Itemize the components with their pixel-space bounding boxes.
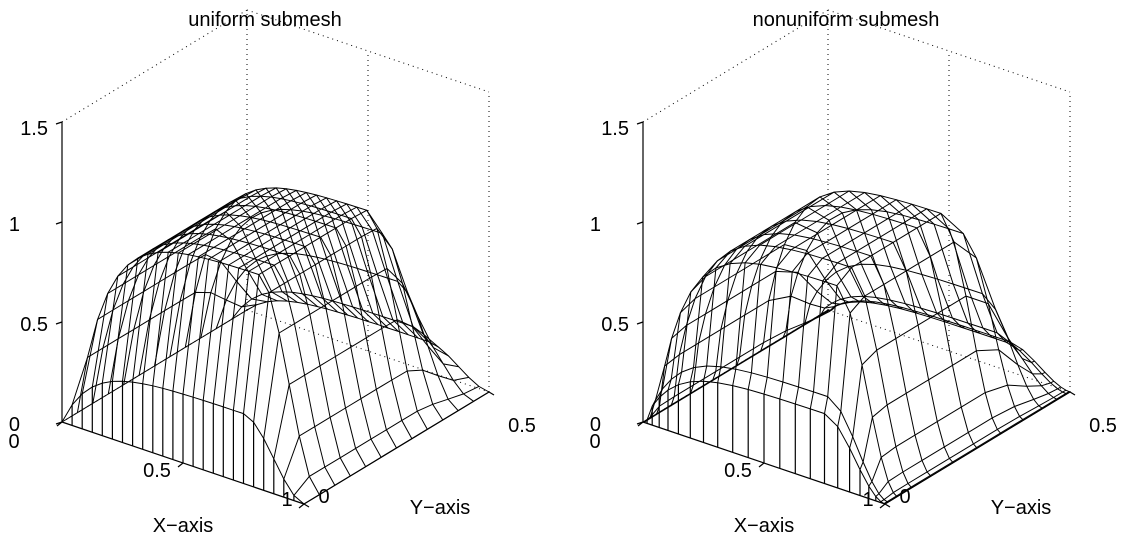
surface-grid-line xyxy=(781,209,1025,421)
surface-grid-line xyxy=(303,391,490,505)
y-tick-label: 0 xyxy=(318,486,329,508)
surface-grid-line xyxy=(849,295,1035,449)
x-tick-label: 0.5 xyxy=(143,460,171,482)
x-tick-label: 1 xyxy=(281,489,292,511)
surface-grid-line xyxy=(646,365,889,503)
surface-grid-line xyxy=(859,349,1046,470)
surface-grid-line xyxy=(667,243,854,391)
box-edge xyxy=(61,9,248,123)
x-tick-mark xyxy=(879,503,886,509)
surface-grid-line xyxy=(837,241,1023,427)
z-tick-mark xyxy=(636,321,644,325)
surface-mesh xyxy=(61,187,490,505)
x-tick-mark xyxy=(637,421,644,427)
y-tick-label: 0 xyxy=(899,486,910,508)
surface-grid-line xyxy=(162,188,349,389)
surface-grid-line xyxy=(71,291,258,406)
y-tick-mark xyxy=(884,503,891,508)
z-tick-label: 1.5 xyxy=(20,118,48,140)
z-tick-mark xyxy=(636,221,644,225)
z-tick-mark xyxy=(55,121,63,125)
x-tick-label: 1 xyxy=(862,489,873,511)
box-edge xyxy=(642,9,829,123)
surface-grid-line xyxy=(142,187,329,384)
surface-grid-line xyxy=(101,211,288,384)
surface-grid-line xyxy=(732,190,918,386)
z-tick-mark xyxy=(55,321,63,325)
surface-grid-line xyxy=(824,212,1010,414)
z-tick-label: 1 xyxy=(590,214,601,236)
surface-grid-line xyxy=(243,209,429,414)
surface-grid-line xyxy=(868,380,1055,487)
y-tick-mark xyxy=(488,391,495,396)
surface-grid-line xyxy=(689,206,876,382)
surface-grid-line xyxy=(779,199,965,400)
y-tick-label: 0.5 xyxy=(1089,415,1117,437)
surface-grid-line xyxy=(122,193,308,382)
surface-grid-line xyxy=(138,214,382,458)
surface-grid-line xyxy=(759,190,1002,434)
surface-grid-line xyxy=(212,200,399,404)
surface-grid-line xyxy=(91,228,278,388)
surface-grid-line xyxy=(747,191,934,390)
surface-grid-line xyxy=(263,267,449,439)
surface-grid-line xyxy=(200,208,444,421)
surface-grid-line xyxy=(677,221,864,385)
x-axis-label: X−axis xyxy=(153,515,214,537)
z-tick-label: 0 xyxy=(9,414,20,436)
surface-grid-line xyxy=(273,319,459,459)
surface-grid-line xyxy=(809,208,996,409)
plot-title: uniform submesh xyxy=(188,9,341,31)
y-tick-mark xyxy=(1069,391,1076,396)
y-axis-label: Y−axis xyxy=(991,497,1052,519)
x-tick-mark xyxy=(177,462,184,468)
surface-grid-line xyxy=(111,199,298,382)
surface-grid-line xyxy=(293,385,480,496)
z-tick-label: 1.5 xyxy=(601,118,629,140)
surface-grid-line xyxy=(642,309,829,423)
z-tick-mark xyxy=(636,121,644,125)
x-tick-mark xyxy=(56,421,63,427)
surface-grid-line xyxy=(182,191,369,395)
plot-title: nonuniform submesh xyxy=(753,9,940,31)
surface-grid-line xyxy=(152,187,339,386)
z-tick-label: 1 xyxy=(9,214,20,236)
surface-plot-uniform: uniform submesh 0 0.5 1 1.5 0 0.5 1 0 0.… xyxy=(8,9,535,537)
x-tick-label: 0.5 xyxy=(724,460,752,482)
z-tick-mark xyxy=(55,221,63,225)
surface-grid-line xyxy=(651,295,838,407)
surface-grid-line xyxy=(169,195,413,439)
surface-grid-line xyxy=(703,196,889,382)
y-tick-label: 0.5 xyxy=(508,415,536,437)
surface-grid-line xyxy=(717,191,903,383)
z-tick-label: 0.5 xyxy=(601,314,629,336)
x-tick-label: 0 xyxy=(589,431,600,453)
surface-grid-line xyxy=(192,194,379,398)
surface-grid-line xyxy=(794,203,981,405)
surface-grid-line xyxy=(283,369,469,480)
surface-grid-line xyxy=(172,189,359,392)
surface-grid-line xyxy=(875,386,1062,497)
surface-grid-line xyxy=(884,391,1071,505)
surface-grid-line xyxy=(132,189,318,383)
surface-grid-line xyxy=(880,389,1067,503)
surface-grid-line xyxy=(232,206,419,411)
surface-grid-line xyxy=(763,194,950,395)
surface-grid-line xyxy=(253,227,439,423)
x-axis-label: X−axis xyxy=(734,515,795,537)
z-tick-label: 0 xyxy=(590,414,601,436)
y-tick-mark xyxy=(303,503,310,508)
surface-grid-line xyxy=(658,270,845,398)
surface-grid-line xyxy=(883,391,1070,505)
x-tick-mark xyxy=(298,503,305,509)
x-tick-label: 0 xyxy=(8,431,19,453)
surface-mesh xyxy=(642,190,1071,505)
surface-plot-nonuniform: nonuniform submesh 0 0.5 1 1.5 0 0.5 1 0… xyxy=(589,9,1116,537)
surface-grid-line xyxy=(202,197,389,401)
z-tick-label: 0.5 xyxy=(20,314,48,336)
x-tick-mark xyxy=(758,462,765,468)
y-axis-label: Y−axis xyxy=(410,497,471,519)
surface-grid-line xyxy=(222,203,409,407)
